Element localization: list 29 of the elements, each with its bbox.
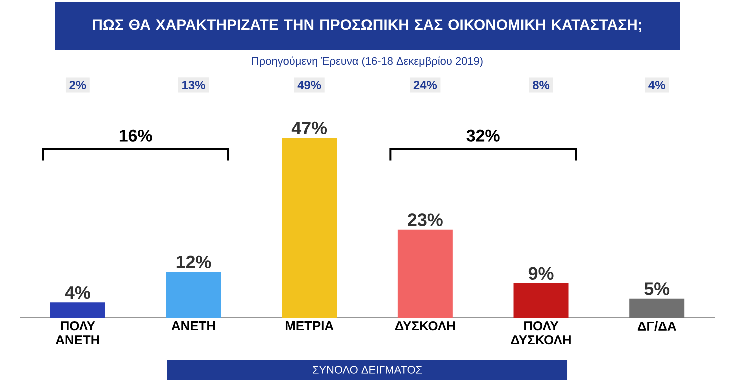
chart-title: ΠΩΣ ΘΑ ΧΑΡΑΚΤΗΡΙΖΑΤΕ ΤΗΝ ΠΡΟΣΩΠΙΚΗ ΣΑΣ ΟΙΚΟΝΟΜΙΚΗ ΚΑΤΑΣΤΑΣΗ; — [93, 20, 642, 32]
x-tick-label: ΠΟΛΥ ΔΥΣΚΟΛΗ — [511, 322, 571, 345]
x-tick-label: ΜΕΤΡΙΑ — [286, 322, 334, 330]
text: 24% — [414, 81, 438, 90]
data-label: 9% — [528, 267, 554, 280]
data-label: 23% — [408, 214, 443, 226]
data-label: 12% — [176, 256, 212, 269]
bar — [166, 272, 222, 318]
data-label: 47% — [292, 122, 328, 134]
chart-subtitle: Προηγούμενη Έρευνα (16-18 Δεκεμβρίου 2019) — [252, 56, 483, 68]
x-tick-label: ΔΥΣΚΟΛΗ — [395, 322, 456, 331]
text: 8% — [532, 81, 550, 90]
bar — [282, 138, 338, 318]
x-tick-label: ΔΓ/ΔΑ — [638, 322, 676, 332]
text: 4% — [648, 81, 666, 90]
text: ΣΥΝΟΛΟ ΔΕΙΓΜΑΤΟΣ — [313, 366, 422, 374]
bar — [398, 230, 453, 318]
text: 49% — [298, 81, 322, 90]
annotation: 32% — [466, 130, 500, 142]
data-label: 4% — [65, 286, 90, 300]
x-tick-label: ΠΟΛΥ ΑΝΕΤΗ — [56, 322, 100, 345]
text: 2% — [70, 81, 86, 90]
bar — [514, 284, 569, 318]
x-tick-label: ΑΝΕΤΗ — [172, 322, 216, 330]
annotation: 16% — [120, 130, 152, 142]
text: 13% — [182, 81, 206, 90]
data-label: 5% — [644, 282, 670, 296]
bar — [50, 302, 106, 318]
bar — [630, 298, 685, 318]
